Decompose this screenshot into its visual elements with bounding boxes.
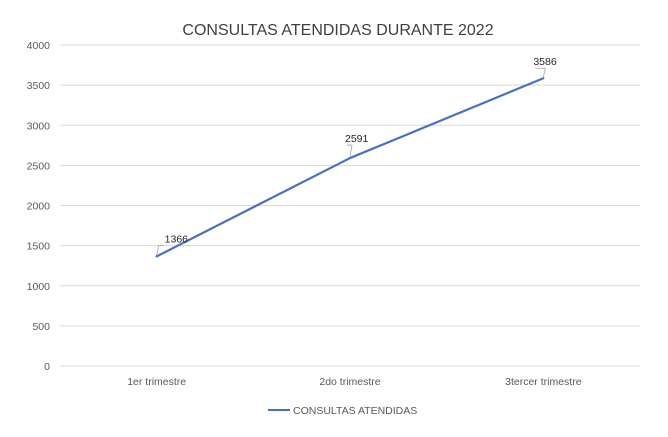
data-label: 1366 <box>165 233 189 245</box>
gridlines <box>60 44 640 367</box>
y-tick-label: 3500 <box>27 80 51 92</box>
y-tick-label: 0 <box>44 361 50 373</box>
data-label: 2591 <box>345 133 369 145</box>
series-group <box>155 77 545 258</box>
x-tick-label: 3tercer trimestre <box>505 376 582 388</box>
x-tick-label: 2do trimestre <box>319 376 380 388</box>
y-tick-label: 4000 <box>27 40 51 52</box>
y-tick-label: 3000 <box>27 120 51 132</box>
legend-label: CONSULTAS ATENDIDAS <box>293 405 417 417</box>
y-tick-label: 1500 <box>27 241 51 253</box>
y-tick-label: 2000 <box>27 201 51 213</box>
data-label: 3586 <box>533 56 557 68</box>
y-tick-label: 500 <box>32 321 50 333</box>
y-axis: 0 500 1000 1500 2000 2500 3000 3500 4000 <box>27 40 51 373</box>
legend: CONSULTAS ATENDIDAS <box>268 405 417 417</box>
series-line <box>155 77 545 258</box>
chart-title: CONSULTAS ATENDIDAS DURANTE 2022 <box>182 22 493 39</box>
y-tick-label: 1000 <box>27 281 51 293</box>
x-axis: 1er trimestre 2do trimestre 3tercer trimes… <box>127 376 582 388</box>
y-tick-label: 2500 <box>27 160 51 172</box>
data-label-leader <box>535 67 546 78</box>
data-labels: 1366 2591 3586 <box>156 56 557 256</box>
data-label-leader <box>156 244 164 256</box>
x-tick-label: 1er trimestre <box>127 376 186 388</box>
data-label-leader <box>347 144 353 158</box>
